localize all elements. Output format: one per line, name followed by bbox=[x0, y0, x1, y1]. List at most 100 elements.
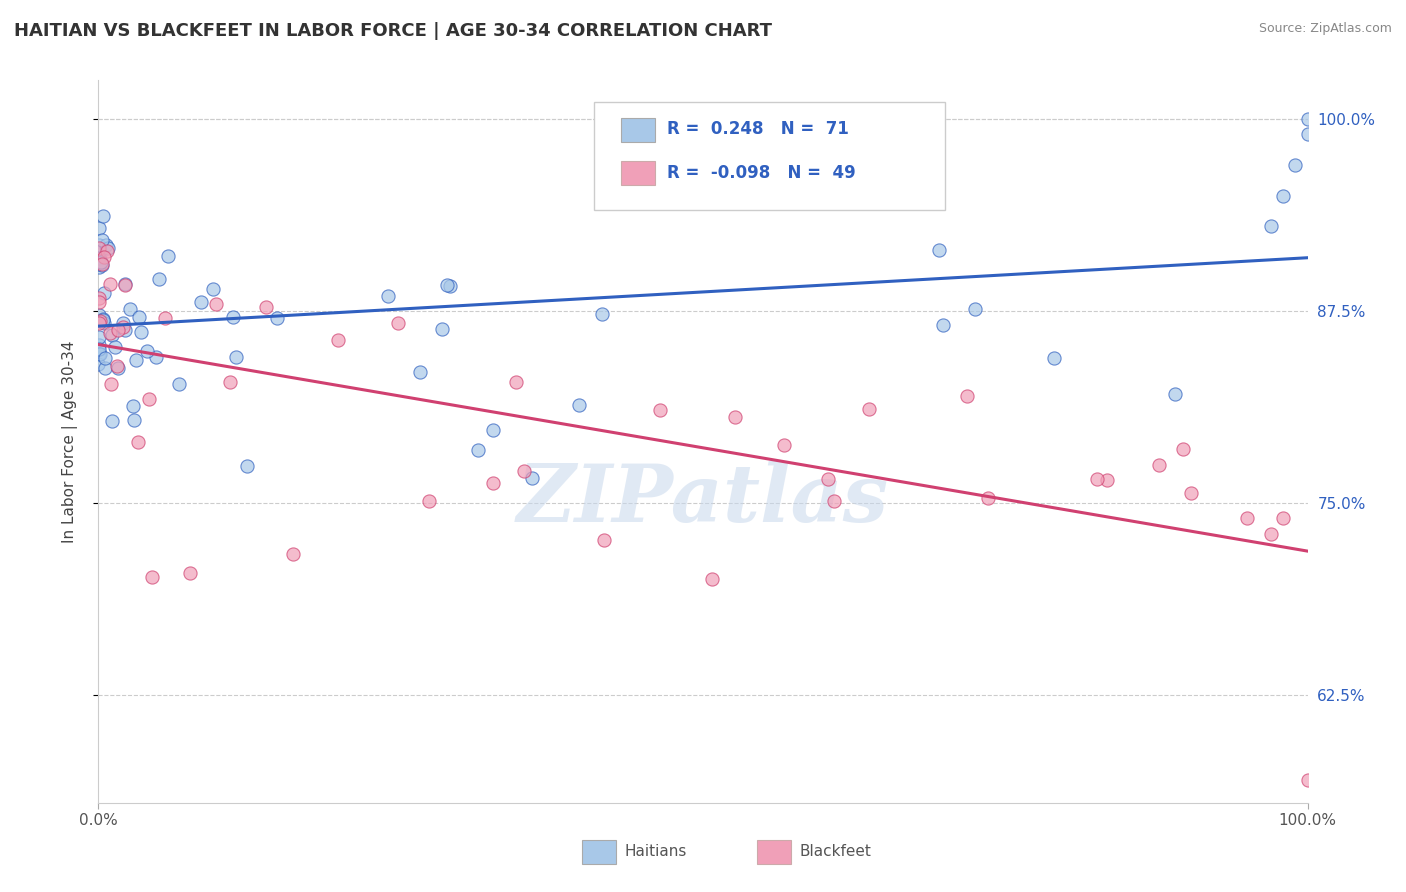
Point bbox=[377, 289, 399, 303]
Point bbox=[568, 398, 591, 412]
Text: R =  0.248   N =  71: R = 0.248 N = 71 bbox=[666, 120, 849, 138]
Point bbox=[963, 301, 986, 316]
Point bbox=[482, 423, 505, 437]
Point bbox=[858, 401, 880, 416]
Point bbox=[1085, 472, 1108, 486]
Point bbox=[90, 258, 112, 272]
Point bbox=[87, 357, 110, 371]
Point bbox=[190, 295, 212, 310]
Point bbox=[977, 491, 1000, 505]
Point bbox=[409, 366, 432, 380]
Point bbox=[87, 338, 110, 352]
Point bbox=[91, 210, 114, 224]
Point bbox=[167, 376, 190, 391]
Point bbox=[98, 277, 121, 291]
Point bbox=[1171, 442, 1194, 457]
Text: Source: ZipAtlas.com: Source: ZipAtlas.com bbox=[1258, 22, 1392, 36]
Point bbox=[591, 307, 613, 321]
Point bbox=[89, 244, 111, 259]
Point bbox=[87, 317, 110, 331]
Point bbox=[125, 353, 148, 368]
Point bbox=[107, 361, 129, 376]
Point bbox=[127, 434, 149, 449]
Point bbox=[522, 470, 544, 484]
Point bbox=[153, 311, 176, 326]
Point bbox=[87, 291, 110, 305]
Point bbox=[98, 326, 121, 340]
Point bbox=[100, 328, 122, 343]
Point bbox=[91, 312, 114, 326]
Point bbox=[439, 278, 461, 293]
Point bbox=[101, 415, 124, 429]
Point bbox=[1296, 112, 1319, 126]
Point bbox=[89, 308, 111, 322]
Point bbox=[956, 389, 979, 403]
FancyBboxPatch shape bbox=[582, 840, 616, 864]
FancyBboxPatch shape bbox=[621, 118, 655, 142]
Point bbox=[100, 376, 122, 391]
Point bbox=[89, 246, 111, 260]
Point bbox=[96, 238, 118, 252]
Point bbox=[328, 333, 350, 347]
Point bbox=[202, 282, 225, 296]
Point bbox=[1284, 158, 1306, 172]
Point bbox=[93, 351, 115, 365]
Point bbox=[1272, 188, 1295, 202]
Text: ZIPatlas: ZIPatlas bbox=[517, 460, 889, 538]
Point bbox=[932, 318, 955, 332]
Point bbox=[1236, 511, 1258, 525]
Point bbox=[418, 494, 440, 508]
Point bbox=[93, 285, 115, 300]
Point bbox=[141, 570, 163, 584]
Point bbox=[281, 547, 304, 561]
Point bbox=[205, 297, 228, 311]
Point bbox=[387, 317, 409, 331]
FancyBboxPatch shape bbox=[595, 102, 945, 211]
Point bbox=[94, 361, 117, 376]
Point bbox=[505, 375, 527, 389]
Point bbox=[648, 402, 671, 417]
Point bbox=[430, 322, 453, 336]
Point bbox=[254, 300, 277, 314]
Point bbox=[236, 458, 259, 473]
Point bbox=[96, 244, 118, 258]
Point bbox=[90, 233, 112, 247]
Point bbox=[89, 257, 111, 271]
Point bbox=[87, 330, 110, 344]
FancyBboxPatch shape bbox=[758, 840, 792, 864]
Point bbox=[87, 342, 110, 356]
Point bbox=[128, 310, 150, 325]
Point bbox=[105, 359, 128, 373]
Point bbox=[104, 340, 127, 354]
Point bbox=[823, 494, 845, 508]
Point bbox=[89, 347, 111, 361]
Point bbox=[1296, 127, 1319, 141]
Point bbox=[97, 242, 120, 256]
Point bbox=[107, 323, 129, 337]
Point bbox=[1163, 387, 1185, 401]
Point bbox=[724, 409, 747, 424]
Point bbox=[148, 272, 170, 286]
Point bbox=[928, 243, 950, 257]
Point bbox=[700, 572, 723, 586]
Point bbox=[222, 310, 245, 324]
Point bbox=[136, 343, 159, 358]
Point bbox=[87, 295, 110, 310]
Text: Haitians: Haitians bbox=[624, 845, 686, 859]
Point bbox=[93, 316, 115, 330]
Point bbox=[89, 314, 111, 328]
Point bbox=[467, 443, 489, 458]
Text: HAITIAN VS BLACKFEET IN LABOR FORCE | AGE 30-34 CORRELATION CHART: HAITIAN VS BLACKFEET IN LABOR FORCE | AG… bbox=[14, 22, 772, 40]
Point bbox=[89, 260, 111, 274]
Point bbox=[773, 438, 796, 452]
Point bbox=[156, 249, 179, 263]
Point bbox=[266, 310, 288, 325]
Text: Blackfeet: Blackfeet bbox=[800, 845, 872, 859]
Point bbox=[1272, 511, 1295, 525]
Point bbox=[120, 301, 142, 316]
Point bbox=[89, 221, 111, 235]
Point bbox=[114, 278, 136, 293]
Point bbox=[91, 257, 114, 271]
Point bbox=[1260, 526, 1282, 541]
Point bbox=[1260, 219, 1282, 234]
